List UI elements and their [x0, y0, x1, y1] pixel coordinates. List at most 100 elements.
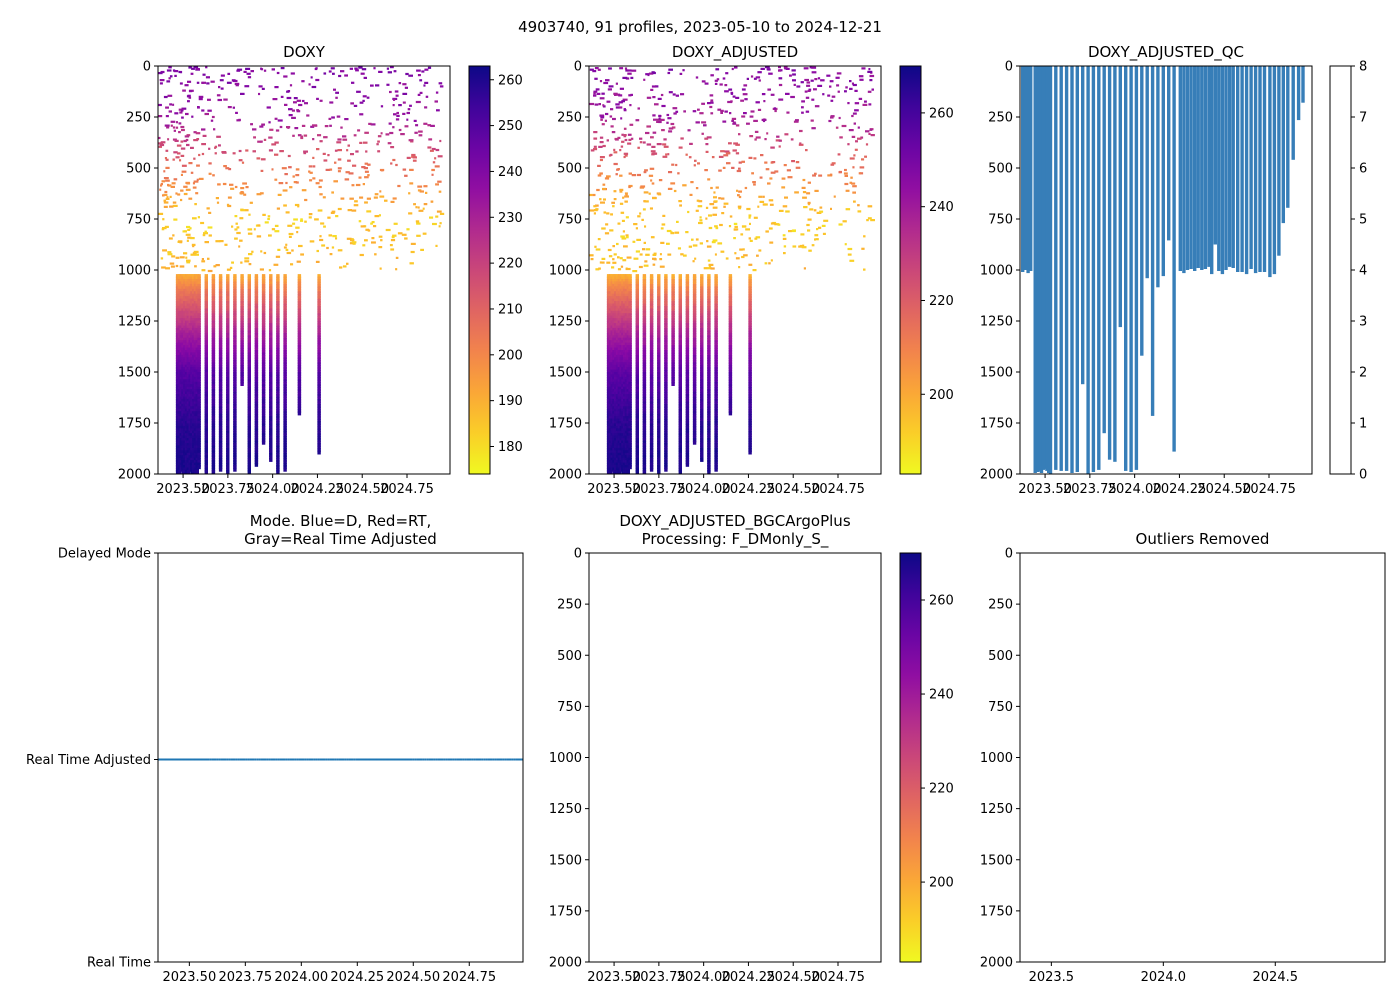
heatmap-cell	[777, 223, 781, 226]
heatmap-cell	[276, 391, 280, 396]
heatmap-cell	[192, 413, 196, 418]
heatmap-cell	[606, 465, 611, 470]
heatmap-cell	[192, 381, 196, 386]
heatmap-cell	[608, 435, 613, 440]
heatmap-cell	[226, 381, 230, 386]
heatmap-cell	[642, 359, 647, 364]
heatmap-cell	[649, 354, 654, 360]
heatmap-cell	[269, 418, 273, 423]
heatmap-cell	[285, 248, 289, 251]
heatmap-cell	[617, 428, 622, 433]
heatmap-cell	[617, 418, 622, 423]
heatmap-cell	[269, 298, 273, 303]
heatmap-cell	[175, 372, 180, 377]
heatmap-cell	[291, 249, 294, 252]
heatmap-cell	[184, 460, 189, 465]
heatmap-cell	[211, 396, 216, 401]
heatmap-cell	[608, 413, 613, 418]
heatmap-cell	[261, 337, 266, 342]
heatmap-cell	[247, 313, 251, 318]
heatmap-cell	[793, 120, 799, 123]
heatmap-cell	[247, 425, 251, 431]
heatmap-cell	[753, 216, 758, 219]
heatmap-cell	[233, 325, 237, 330]
heatmap-cell	[261, 330, 266, 335]
heatmap-cell	[192, 335, 196, 340]
heatmap-cell	[204, 241, 209, 244]
heatmap-cell	[639, 186, 645, 189]
heatmap-cell	[186, 225, 191, 229]
heatmap-cell	[407, 108, 411, 111]
heatmap-cell	[346, 149, 349, 152]
heatmap-cell	[218, 293, 223, 298]
heatmap-cell	[204, 423, 208, 428]
heatmap-cell	[610, 325, 614, 330]
heatmap-cell	[168, 66, 172, 69]
heatmap-cell	[406, 228, 410, 231]
heatmap-cell	[175, 460, 180, 465]
heatmap-cell	[624, 443, 629, 448]
heatmap-cell	[254, 428, 259, 433]
heatmap-cell	[193, 364, 198, 369]
heatmap-cell	[309, 171, 313, 174]
heatmap-cell	[626, 340, 630, 345]
heatmap-cell	[179, 445, 183, 450]
heatmap-cell	[422, 232, 427, 235]
heatmap-cell	[612, 362, 616, 367]
heatmap-cell	[233, 337, 237, 342]
heatmap-cell	[214, 145, 218, 148]
heatmap-cell	[184, 403, 189, 408]
heatmap-cell	[177, 152, 181, 155]
heatmap-cell	[297, 274, 302, 279]
heatmap-cell	[177, 369, 182, 374]
heatmap-cell	[589, 209, 595, 212]
heatmap-cell	[610, 359, 614, 364]
heatmap-cell	[254, 288, 259, 293]
heatmap-cell	[269, 345, 273, 350]
heatmap-cell	[175, 264, 179, 268]
heatmap-cell	[186, 386, 191, 391]
heatmap-cell	[321, 244, 326, 247]
heatmap-cell	[593, 148, 598, 151]
heatmap-cell	[283, 379, 287, 384]
heatmap-cell	[226, 416, 230, 421]
heatmap-cell	[164, 157, 167, 160]
heatmap-cell	[337, 170, 341, 173]
heatmap-cell	[317, 376, 321, 382]
heatmap-cell	[179, 425, 183, 431]
heatmap-cell	[177, 301, 182, 306]
heatmap-cell	[297, 352, 302, 357]
heatmap-cell	[374, 193, 379, 196]
heatmap-cell	[624, 293, 629, 298]
heatmap-cell	[612, 418, 616, 423]
heatmap-cell	[767, 182, 771, 185]
heatmap-cell	[183, 406, 187, 411]
heatmap-cell	[624, 398, 629, 404]
heatmap-cell	[610, 362, 614, 367]
heatmap-cell	[276, 398, 280, 404]
heatmap-cell	[612, 469, 616, 474]
heatmap-cell	[715, 227, 719, 230]
heatmap-cell	[211, 425, 216, 431]
heatmap-cell	[233, 418, 237, 423]
heatmap-cell	[636, 173, 641, 177]
heatmap-cell	[608, 305, 613, 311]
heatmap-cell	[195, 445, 199, 450]
heatmap-cell	[612, 347, 616, 352]
heatmap-cell	[261, 310, 266, 315]
heatmap-cell	[337, 249, 343, 252]
heatmap-cell	[610, 416, 614, 421]
heatmap-cell	[628, 372, 632, 377]
heatmap-cell	[233, 310, 237, 315]
heatmap-cell	[610, 320, 614, 325]
heatmap-cell	[612, 457, 616, 462]
heatmap-cell	[197, 216, 200, 219]
heatmap-cell	[608, 403, 613, 408]
heatmap-cell	[628, 438, 632, 443]
heatmap-cell	[614, 359, 618, 364]
heatmap-cell	[319, 238, 324, 242]
heatmap-cell	[181, 460, 185, 465]
heatmap-cell	[204, 376, 208, 382]
heatmap-cell	[233, 347, 237, 352]
heatmap-cell	[622, 98, 628, 101]
